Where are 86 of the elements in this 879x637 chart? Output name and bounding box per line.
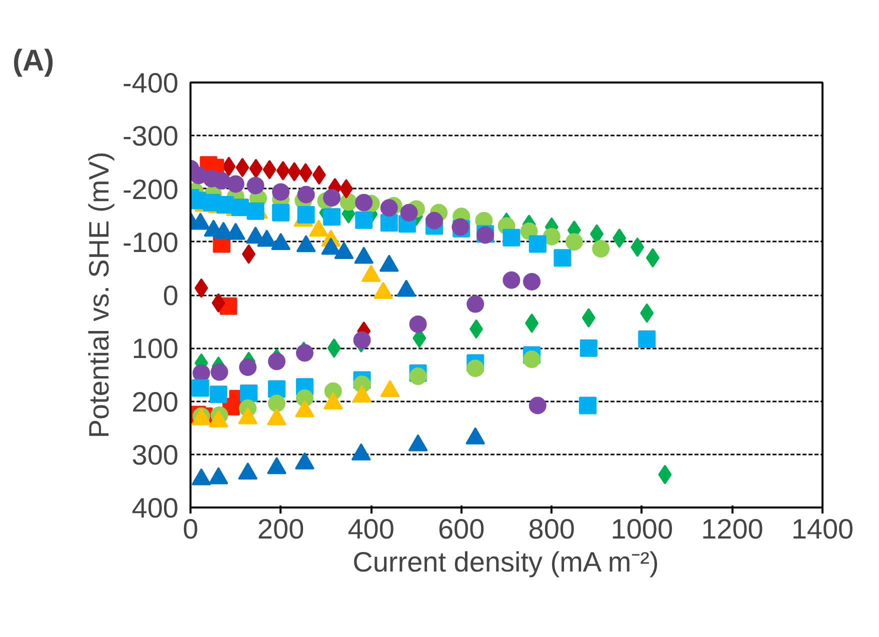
point <box>212 293 226 313</box>
x-tick-label: 200 <box>257 514 304 544</box>
y-tick-label: 200 <box>132 386 178 418</box>
x-axis-title: Current density (mA m⁻²) <box>352 546 659 578</box>
x-tick-label: 1400 <box>791 514 854 544</box>
point <box>268 380 286 398</box>
point <box>288 162 302 182</box>
point <box>592 240 610 258</box>
x-tick-label: 0 <box>182 514 198 544</box>
point <box>298 163 312 183</box>
point <box>323 208 341 226</box>
point <box>242 244 256 264</box>
point <box>528 235 546 253</box>
point <box>400 204 418 222</box>
point <box>296 344 314 362</box>
y-tick-label: -400 <box>122 68 179 98</box>
point <box>646 248 660 268</box>
y-axis-title: Potential vs. SHE (mV) <box>83 152 114 438</box>
point <box>523 272 541 290</box>
point <box>194 278 208 298</box>
point <box>192 379 210 397</box>
point <box>276 160 290 180</box>
point <box>312 165 326 185</box>
point <box>210 363 228 381</box>
y-tick-label: 300 <box>132 439 178 470</box>
point <box>426 212 444 230</box>
point <box>355 194 373 212</box>
point <box>466 360 484 378</box>
x-tick-label: 600 <box>438 514 485 544</box>
point <box>542 228 560 246</box>
point <box>262 160 276 180</box>
point <box>231 198 249 216</box>
point <box>226 175 244 193</box>
point <box>466 295 484 313</box>
point <box>582 308 596 328</box>
point <box>380 199 398 217</box>
x-tick-label: 1200 <box>701 514 764 544</box>
point <box>630 237 644 257</box>
point <box>240 384 258 402</box>
point <box>222 156 236 176</box>
x-tick-label: 800 <box>528 514 576 544</box>
point <box>638 330 656 348</box>
point <box>355 211 373 229</box>
point <box>554 249 572 267</box>
x-tick-label: 400 <box>348 514 394 544</box>
point <box>520 222 538 240</box>
y-tick-label: 0 <box>162 280 179 311</box>
point <box>272 204 290 222</box>
point <box>590 224 604 244</box>
point <box>297 206 315 224</box>
point <box>523 350 541 368</box>
point <box>236 158 250 178</box>
point <box>658 464 672 484</box>
point <box>268 394 286 412</box>
x-tick-label: 1000 <box>610 514 674 544</box>
point <box>502 271 520 289</box>
point <box>525 313 539 333</box>
point <box>339 179 353 198</box>
point <box>528 396 546 414</box>
point <box>297 186 315 204</box>
point <box>210 386 228 404</box>
point <box>409 315 427 333</box>
point <box>239 358 257 376</box>
point <box>327 338 341 358</box>
y-tick-label: -200 <box>122 174 179 205</box>
y-tick-label: 400 <box>132 492 178 524</box>
chart-title: (A) <box>12 44 54 78</box>
point <box>323 189 341 207</box>
point <box>268 352 286 370</box>
point <box>640 303 654 323</box>
point <box>272 183 290 201</box>
point <box>470 319 484 339</box>
point <box>579 396 597 414</box>
y-tick-label: 100 <box>132 333 178 364</box>
point <box>380 214 398 232</box>
point <box>502 228 520 246</box>
point <box>246 202 264 220</box>
point <box>353 331 371 349</box>
point <box>580 339 598 357</box>
point <box>246 176 264 194</box>
point <box>612 228 626 248</box>
point <box>249 158 263 178</box>
point <box>409 368 427 386</box>
point <box>565 233 583 251</box>
y-tick-label: -100 <box>122 226 179 258</box>
y-tick-label: -300 <box>122 120 179 152</box>
